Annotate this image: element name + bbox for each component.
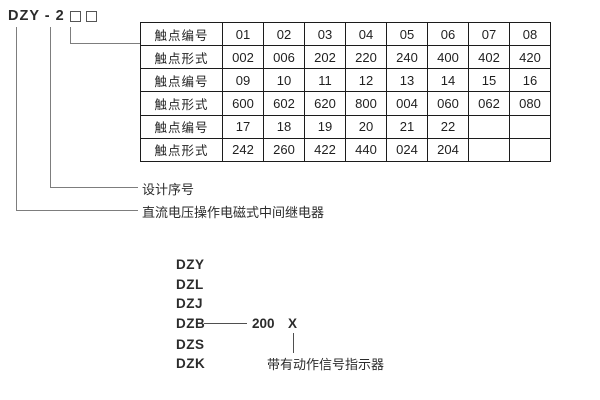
- table-cell: 11: [304, 68, 346, 93]
- series-item-dzk: DZK: [176, 356, 206, 371]
- callout-line-relay-horizontal: [16, 210, 138, 211]
- table-row: 触点形式 002 006 202 220 240 400 402 420: [140, 45, 551, 70]
- table-cell: 21: [386, 114, 428, 139]
- table-cell: 024: [386, 137, 428, 163]
- table-row: 触点编号 01 02 03 04 05 06 07 08: [140, 21, 551, 47]
- table-cell: 220: [345, 45, 387, 70]
- row-header-cell: 触点形式: [140, 137, 223, 163]
- table-cell: 422: [304, 137, 346, 163]
- table-cell: 13: [386, 68, 428, 93]
- dzb-suffix-number: 200: [252, 316, 275, 331]
- row-header-cell: 触点编号: [140, 68, 223, 93]
- table-cell: 242: [222, 137, 264, 163]
- row-header-cell: 触点形式: [140, 91, 223, 116]
- row-header-cell: 触点编号: [140, 21, 223, 47]
- table-cell: 01: [222, 21, 264, 47]
- table-cell: 14: [427, 68, 469, 93]
- table-cell: 402: [468, 45, 510, 70]
- table-cell: 080: [509, 91, 551, 116]
- contact-table: 触点编号 01 02 03 04 05 06 07 08 触点形式 002 006 202 220 240 4…: [140, 21, 551, 163]
- model-placeholder-box-1: [69, 10, 81, 22]
- series-item-dzj: DZJ: [176, 296, 204, 311]
- table-cell: 19: [304, 114, 346, 139]
- table-cell: 03: [304, 21, 346, 47]
- series-item-dzb: DZB: [176, 316, 206, 331]
- table-cell: 400: [427, 45, 469, 70]
- table-cell: 260: [263, 137, 305, 163]
- table-cell: 202: [304, 45, 346, 70]
- table-cell: 204: [427, 137, 469, 163]
- table-row: 触点形式 600 602 620 800 004 060 062 080: [140, 91, 551, 116]
- table-cell: [509, 114, 551, 139]
- table-cell: 20: [345, 114, 387, 139]
- table-cell: 440: [345, 137, 387, 163]
- indicator-note-label: 带有动作信号指示器: [267, 357, 385, 372]
- design-serial-label: 设计序号: [142, 182, 195, 197]
- table-cell: 06: [427, 21, 469, 47]
- table-cell: 07: [468, 21, 510, 47]
- table-cell: [509, 137, 551, 163]
- table-cell: [468, 114, 510, 139]
- table-cell: 16: [509, 68, 551, 93]
- indicator-callout-line: [293, 333, 294, 353]
- table-cell: 10: [263, 68, 305, 93]
- table-row: 触点编号 09 10 11 12 13 14 15 16: [140, 68, 551, 93]
- table-row: 触点形式 242 260 422 440 024 204: [140, 137, 551, 163]
- dzb-suffix-line: [204, 323, 247, 324]
- table-cell: 15: [468, 68, 510, 93]
- model-prefix: DZY - 2: [8, 8, 65, 24]
- table-cell: 17: [222, 114, 264, 139]
- table-cell: 600: [222, 91, 264, 116]
- dzb-suffix-mark: X: [288, 316, 298, 331]
- table-cell: 420: [509, 45, 551, 70]
- table-cell: 620: [304, 91, 346, 116]
- table-cell: 18: [263, 114, 305, 139]
- table-row: 触点编号 17 18 19 20 21 22: [140, 114, 551, 139]
- table-cell: 22: [427, 114, 469, 139]
- series-item-dzs: DZS: [176, 337, 205, 352]
- table-cell: 800: [345, 91, 387, 116]
- callout-line-design-vertical: [50, 27, 51, 188]
- table-cell: 02: [263, 21, 305, 47]
- table-cell: 004: [386, 91, 428, 116]
- table-cell: 04: [345, 21, 387, 47]
- callout-line-design-horizontal: [50, 187, 138, 188]
- table-cell: 05: [386, 21, 428, 47]
- table-cell: 240: [386, 45, 428, 70]
- model-placeholder-box-2: [85, 10, 97, 22]
- table-cell: 12: [345, 68, 387, 93]
- callout-line-box-vertical: [70, 27, 71, 44]
- series-item-dzy: DZY: [176, 257, 205, 272]
- table-cell: 006: [263, 45, 305, 70]
- table-cell: 08: [509, 21, 551, 47]
- table-cell: 002: [222, 45, 264, 70]
- row-header-cell: 触点编号: [140, 114, 223, 139]
- series-item-dzl: DZL: [176, 277, 204, 292]
- table-cell: 09: [222, 68, 264, 93]
- model-designation: DZY - 2: [8, 8, 97, 24]
- table-cell: [468, 137, 510, 163]
- callout-line-box-horizontal: [70, 43, 140, 44]
- table-cell: 060: [427, 91, 469, 116]
- relay-description-label: 直流电压操作电磁式中间继电器: [142, 205, 325, 220]
- callout-line-relay-vertical: [16, 27, 17, 211]
- table-cell: 602: [263, 91, 305, 116]
- table-cell: 062: [468, 91, 510, 116]
- row-header-cell: 触点形式: [140, 45, 223, 70]
